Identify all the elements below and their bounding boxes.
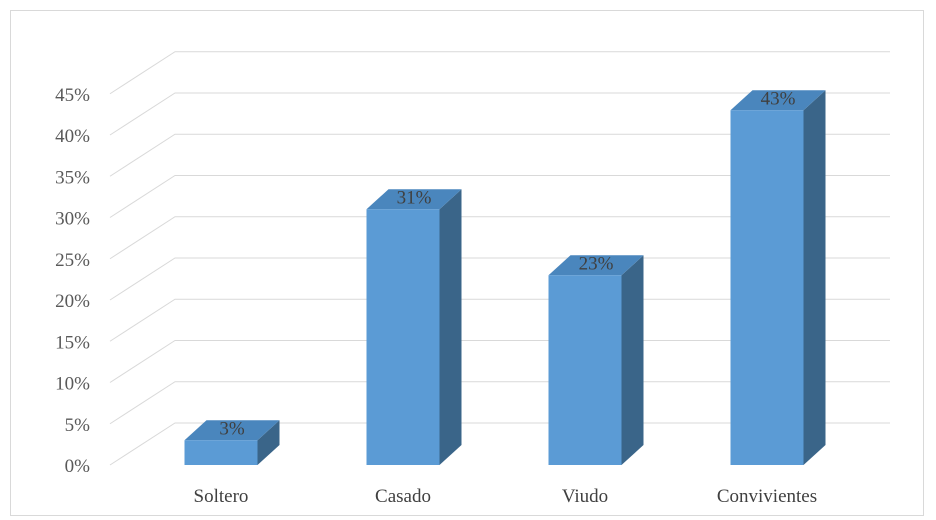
- data-label: 31%: [397, 187, 432, 208]
- gridline: [109, 133, 890, 177]
- bar-soltero: [184, 420, 280, 465]
- y-tick-label: 10%: [55, 374, 90, 395]
- gridline: [109, 257, 890, 301]
- bar-front: [366, 209, 440, 465]
- bar-casado: [366, 189, 462, 465]
- x-category-label: Convivientes: [717, 486, 817, 507]
- gridline: [109, 51, 890, 95]
- y-tick-label: 25%: [55, 250, 90, 271]
- gridline: [109, 298, 890, 342]
- y-tick-label: 0%: [65, 456, 91, 477]
- y-tick-label: 30%: [55, 209, 90, 230]
- gridline: [109, 422, 890, 466]
- gridline: [109, 340, 890, 383]
- y-tick-label: 5%: [65, 415, 91, 436]
- bar-side: [803, 90, 826, 465]
- data-label: 3%: [219, 418, 245, 439]
- bar-front: [184, 440, 258, 465]
- x-category-label: Soltero: [194, 486, 249, 507]
- bar-top: [548, 255, 644, 276]
- y-tick-label: 15%: [55, 332, 90, 353]
- gridline: [109, 216, 890, 260]
- data-label: 23%: [579, 253, 614, 274]
- bar-top: [366, 189, 462, 210]
- bar-front: [548, 275, 622, 465]
- bar-convivientes: [730, 90, 826, 465]
- bar-viudo: [548, 255, 644, 465]
- bar-top: [730, 90, 826, 111]
- y-tick-label: 20%: [55, 291, 90, 312]
- bar-side: [439, 189, 462, 465]
- bar-side: [257, 420, 280, 465]
- y-tick-label: 40%: [55, 126, 90, 147]
- bar-top: [184, 420, 280, 441]
- y-tick-label: 35%: [55, 167, 90, 188]
- gridline: [109, 175, 890, 218]
- gridline: [109, 381, 890, 425]
- bar-front: [730, 110, 804, 465]
- bar-side: [621, 255, 644, 465]
- x-category-label: Viudo: [562, 486, 608, 507]
- y-tick-label: 45%: [55, 85, 90, 106]
- x-category-label: Casado: [375, 486, 431, 507]
- gridline: [109, 92, 890, 136]
- data-label: 43%: [761, 88, 796, 109]
